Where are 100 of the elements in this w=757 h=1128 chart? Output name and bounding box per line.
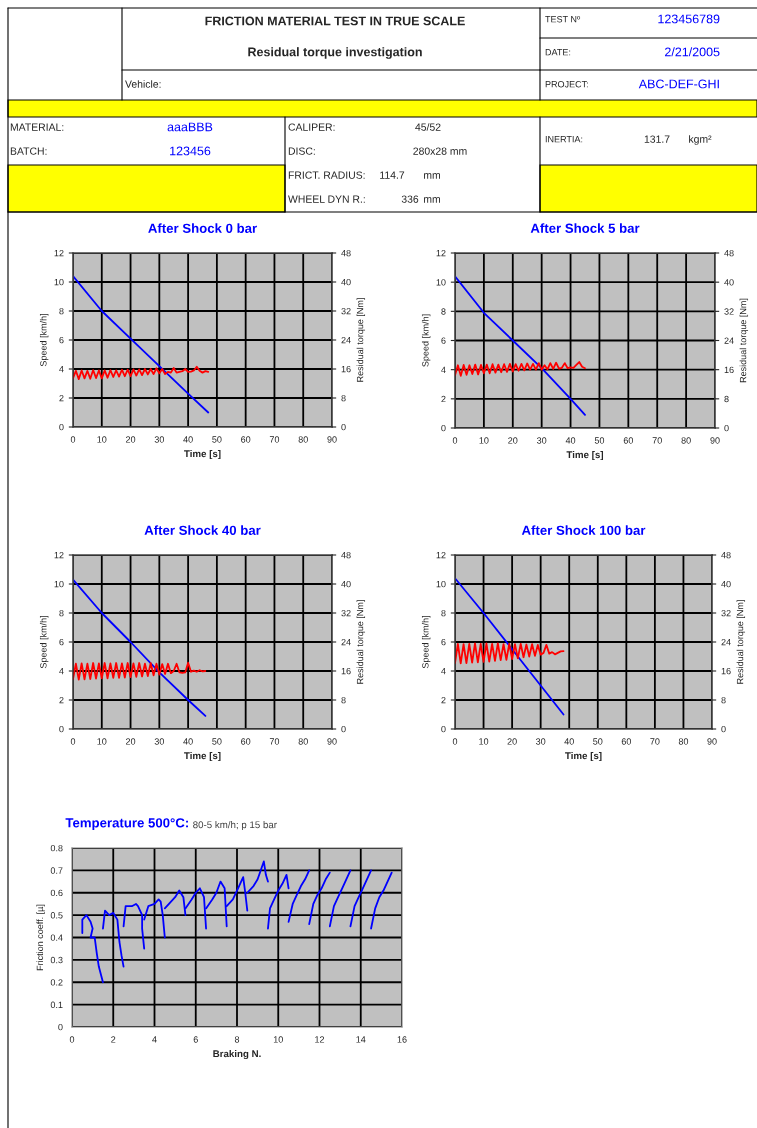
y2-tick-label: 16 [721,667,731,675]
text: 45/52 [415,123,441,131]
x-tick-label: 80 [298,436,308,443]
x-tick-label: 14 [356,1036,366,1043]
text: MATERIAL: [10,123,64,131]
text: ABC-DEF-GHI [638,79,719,89]
text: 2/21/2005 [665,47,720,57]
y-tick-label: 0.2 [50,979,63,986]
chart-title: After Shock 0 bar [148,223,257,233]
y-tick-label: 0.4 [50,934,63,941]
x-tick-label: 70 [650,738,660,745]
x-tick-label: 30 [535,738,546,745]
y-tick-label: 12 [436,249,446,257]
text: DATE: [545,49,571,56]
x-tick-label: 8 [234,1036,240,1043]
x-tick-label: 90 [327,436,337,443]
x-tick-label: 0 [70,738,76,745]
x-tick-label: 50 [593,738,603,745]
x-tick-label: 2 [111,1036,116,1043]
x-axis-title: Time [s] [565,752,602,762]
y-tick-label: 2 [441,395,446,403]
x-tick-label: 10 [97,738,107,745]
y2-axis-title: Residual torque [Nm] [739,298,749,383]
x-tick-label: 40 [183,738,193,745]
y-axis-title: Speed [km/h] [39,616,49,669]
x-tick-label: 50 [212,738,222,745]
x-tick-label: 70 [269,738,280,745]
y2-tick-label: 48 [724,249,734,257]
y2-tick-label: 8 [341,394,346,402]
x-tick-label: 12 [315,1036,325,1043]
y-axis-title: Speed [km/h] [39,314,49,367]
x-tick-label: 80 [298,738,308,745]
x-tick-label: 20 [508,437,518,444]
text: DISC: [288,147,315,155]
text: aaaBBB [167,122,213,132]
y-tick-label: 12 [54,551,64,559]
x-tick-label: 90 [327,738,337,745]
y-tick-label: 10 [436,279,446,286]
y2-tick-label: 0 [724,424,729,432]
x-tick-label: 10 [97,436,107,443]
x-tick-label: 40 [183,436,193,443]
y2-axis-title: Residual torque [Nm] [736,600,746,684]
text: 123456789 [658,14,720,24]
y2-tick-label: 48 [341,551,351,559]
x-tick-label: 60 [623,437,633,444]
y-tick-label: 2 [59,394,64,402]
x-tick-label: 4 [152,1036,157,1043]
x-axis-title: Braking N. [213,1050,261,1060]
x-tick-label: 20 [125,738,136,745]
y2-tick-label: 32 [724,308,734,315]
x-tick-label: 30 [536,437,547,444]
x-tick-label: 10 [479,738,489,745]
y2-tick-label: 8 [341,696,346,704]
y2-tick-label: 0 [721,725,726,733]
y2-tick-label: 40 [724,279,734,286]
y2-tick-label: 24 [341,336,351,344]
y-tick-label: 6 [441,337,446,344]
y-axis-title: Speed [km/h] [421,314,431,367]
x-tick-label: 70 [269,436,280,443]
y-tick-label: 10 [436,580,446,588]
y-axis-title: Friction coeff. [µ] [36,904,45,971]
y-tick-label: 0.6 [50,889,63,897]
x-axis-title: Time [s] [184,450,221,460]
chart-title: After Shock 5 bar [530,223,640,233]
x-tick-label: 50 [212,436,222,443]
y2-tick-label: 32 [341,609,351,617]
y-tick-label: 8 [441,308,446,315]
y-tick-label: 0.8 [50,844,63,852]
y-tick-label: 10 [54,278,64,286]
x-tick-label: 40 [565,437,576,444]
text: FRICT. RADIUS: [288,171,365,179]
text: BATCH: [10,147,47,155]
y2-tick-label: 48 [721,551,731,559]
text: TEST Nº [545,16,581,23]
y-tick-label: 2 [59,696,64,704]
chart-subtitle: 80-5 km/h; p 15 bar [193,821,277,831]
x-tick-label: 70 [652,437,662,444]
y2-tick-label: 0 [341,725,346,733]
x-tick-label: 20 [125,436,136,443]
x-tick-label: 90 [707,738,717,745]
text: PROJECT: [545,81,588,88]
y2-axis-title: Residual torque [Nm] [356,298,366,382]
x-tick-label: 80 [681,437,691,444]
y-tick-label: 6 [59,638,64,646]
y-tick-label: 4 [441,366,446,373]
y-tick-label: 10 [54,580,64,588]
x-tick-label: 30 [154,738,164,745]
y-tick-label: 8 [59,307,64,315]
x-tick-label: 60 [241,436,251,443]
chart-title: Temperature 500°C: [65,818,188,831]
y-tick-label: 0 [58,1023,63,1031]
text: mm [424,197,440,203]
y2-tick-label: 24 [721,638,731,646]
y2-tick-label: 40 [721,580,731,588]
y-tick-label: 0 [59,423,64,431]
y-tick-label: 6 [441,638,446,646]
y2-tick-label: 40 [341,278,351,286]
x-tick-label: 60 [621,738,631,745]
text: kgm² [689,135,712,145]
y2-tick-label: 16 [341,365,351,373]
